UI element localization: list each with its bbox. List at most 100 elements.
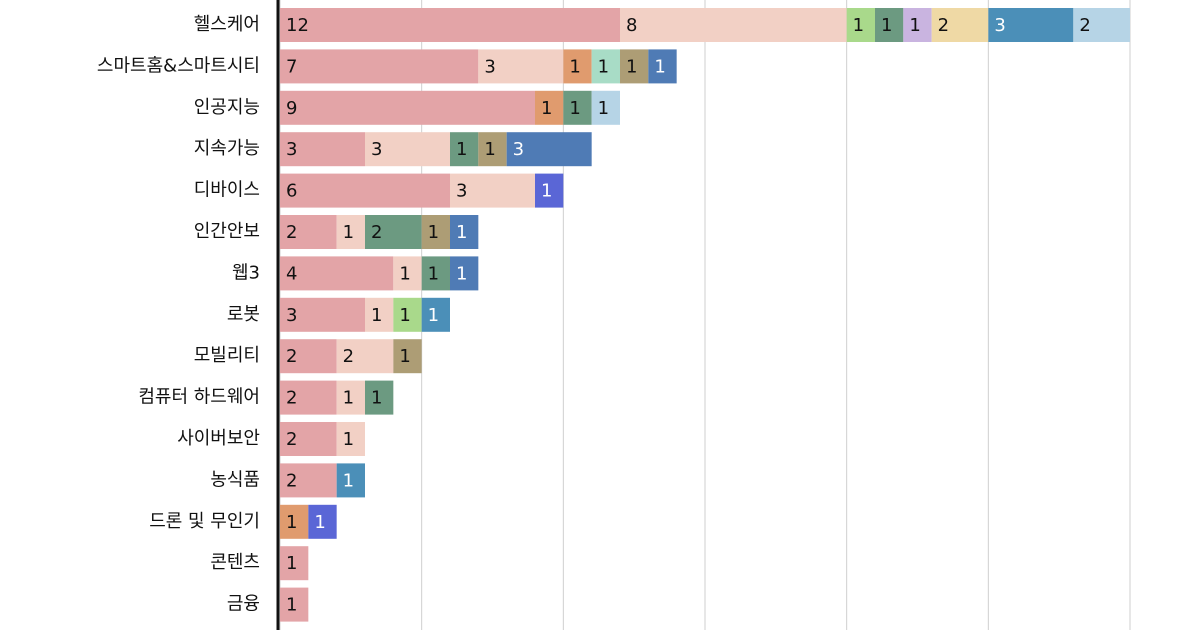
bar-segment	[393, 256, 422, 291]
bar-segment	[336, 463, 365, 498]
bar-segment	[478, 49, 564, 84]
bar-segment	[563, 90, 592, 125]
value-label: 1	[286, 595, 297, 616]
value-label: 1	[371, 305, 382, 326]
bar-segment	[903, 8, 932, 42]
bar-segment	[648, 49, 677, 84]
value-label: 1	[456, 263, 467, 284]
bar-segment	[280, 380, 337, 415]
bar-segment	[620, 49, 649, 84]
bar-segment	[365, 297, 394, 332]
value-label: 1	[598, 56, 609, 77]
bar-segment	[620, 8, 847, 42]
bar-segment	[280, 504, 309, 539]
value-label: 3	[513, 139, 524, 160]
bar-segment	[478, 132, 507, 167]
bar-segment	[280, 49, 479, 84]
value-label: 12	[286, 15, 309, 36]
y-tick-label: 콘텐츠	[210, 552, 260, 573]
value-label: 3	[371, 139, 382, 160]
value-label: 3	[994, 15, 1005, 36]
bar-segment	[988, 8, 1074, 42]
y-tick-label: 스마트홈&스마트시티	[97, 55, 260, 76]
y-tick-label: 모빌리티	[194, 345, 260, 366]
value-label: 1	[314, 512, 325, 533]
value-label: 1	[569, 56, 580, 77]
bar-segment	[336, 380, 365, 415]
bar-segment	[336, 422, 365, 456]
value-label: 8	[626, 15, 637, 36]
bar-segment	[365, 132, 450, 167]
bar-segment	[336, 339, 394, 374]
value-label: 3	[484, 56, 495, 77]
bar-segment	[280, 463, 337, 498]
y-tick-label: 금융	[227, 594, 260, 615]
bar-segment	[450, 256, 479, 291]
value-label: 4	[286, 263, 297, 284]
bar-segment	[308, 504, 337, 539]
value-label: 1	[456, 222, 467, 243]
bar-segment	[591, 90, 620, 125]
value-label: 1	[286, 512, 297, 533]
value-label: 2	[286, 470, 297, 491]
value-label: 1	[654, 56, 665, 77]
value-label: 1	[909, 15, 920, 36]
bar-segment	[535, 173, 564, 208]
value-label: 1	[541, 98, 552, 119]
bar-segment	[421, 215, 450, 249]
value-label: 1	[484, 139, 495, 160]
value-label: 1	[626, 56, 637, 77]
value-label: 1	[286, 553, 297, 574]
bar-segment	[280, 90, 535, 125]
bar-segment	[421, 297, 450, 332]
value-label: 1	[541, 181, 552, 202]
y-tick-label: 웹3	[232, 262, 260, 283]
bar-segment	[450, 173, 535, 208]
y-tick-label: 로봇	[227, 304, 260, 325]
value-label: 1	[399, 263, 410, 284]
value-label: 6	[286, 181, 297, 202]
bar-segment	[280, 339, 337, 374]
value-label: 1	[399, 305, 410, 326]
bar-segment	[1073, 8, 1130, 42]
value-label: 1	[343, 388, 354, 409]
value-label: 9	[286, 98, 297, 119]
value-label: 2	[286, 222, 297, 243]
value-label: 2	[371, 222, 382, 243]
bar-segment	[393, 297, 422, 332]
value-label: 1	[343, 429, 354, 450]
bar-segment	[280, 132, 365, 167]
value-label: 1	[428, 263, 439, 284]
bar-segment	[931, 8, 989, 42]
value-label: 1	[371, 388, 382, 409]
value-label: 1	[428, 305, 439, 326]
value-label: 1	[853, 15, 864, 36]
bar-segment	[280, 422, 337, 456]
y-tick-label: 인공지능	[194, 97, 260, 118]
bar-segment	[506, 132, 592, 167]
bar-segment	[563, 49, 592, 84]
bar-segment	[591, 49, 620, 84]
bar-segment	[280, 546, 309, 581]
bar-segment	[280, 8, 620, 42]
value-label: 1	[881, 15, 892, 36]
value-label: 2	[938, 15, 949, 36]
value-label: 1	[456, 139, 467, 160]
bar-segment	[846, 8, 875, 42]
y-tick-label: 헬스케어	[194, 14, 260, 35]
bar-segment	[336, 215, 365, 249]
bar-segment	[450, 132, 479, 167]
value-label: 2	[286, 429, 297, 450]
bar-segment	[875, 8, 904, 42]
value-label: 1	[343, 470, 354, 491]
value-label: 3	[456, 181, 467, 202]
value-label: 1	[399, 346, 410, 367]
value-label: 2	[1079, 15, 1090, 36]
bar-segment	[535, 90, 564, 125]
bar-segment	[280, 256, 394, 291]
bar-segment	[421, 256, 450, 291]
bar-segment	[450, 215, 479, 249]
y-tick-label: 드론 및 무인기	[149, 511, 260, 532]
y-tick-label: 컴퓨터 하드웨어	[138, 387, 260, 408]
